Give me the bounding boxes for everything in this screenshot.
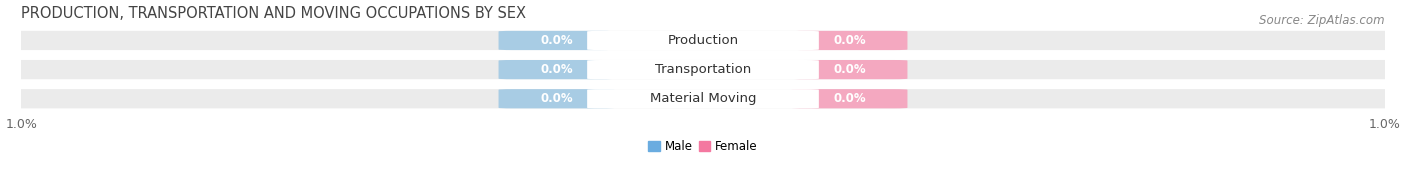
FancyBboxPatch shape bbox=[588, 89, 818, 108]
Text: 0.0%: 0.0% bbox=[834, 63, 866, 76]
FancyBboxPatch shape bbox=[499, 89, 614, 108]
FancyBboxPatch shape bbox=[792, 60, 907, 79]
Text: Transportation: Transportation bbox=[655, 63, 751, 76]
Text: 0.0%: 0.0% bbox=[540, 34, 572, 47]
Text: 0.0%: 0.0% bbox=[834, 92, 866, 105]
Text: 0.0%: 0.0% bbox=[834, 34, 866, 47]
Text: Source: ZipAtlas.com: Source: ZipAtlas.com bbox=[1260, 14, 1385, 27]
FancyBboxPatch shape bbox=[792, 31, 907, 50]
FancyBboxPatch shape bbox=[499, 60, 614, 79]
FancyBboxPatch shape bbox=[8, 89, 1398, 108]
Text: 0.0%: 0.0% bbox=[540, 63, 572, 76]
Text: Production: Production bbox=[668, 34, 738, 47]
FancyBboxPatch shape bbox=[8, 31, 1398, 50]
FancyBboxPatch shape bbox=[792, 89, 907, 108]
Legend: Male, Female: Male, Female bbox=[645, 138, 761, 156]
FancyBboxPatch shape bbox=[588, 31, 818, 50]
FancyBboxPatch shape bbox=[8, 60, 1398, 79]
Text: PRODUCTION, TRANSPORTATION AND MOVING OCCUPATIONS BY SEX: PRODUCTION, TRANSPORTATION AND MOVING OC… bbox=[21, 5, 526, 21]
FancyBboxPatch shape bbox=[588, 60, 818, 79]
Text: Material Moving: Material Moving bbox=[650, 92, 756, 105]
Text: 0.0%: 0.0% bbox=[540, 92, 572, 105]
FancyBboxPatch shape bbox=[499, 31, 614, 50]
